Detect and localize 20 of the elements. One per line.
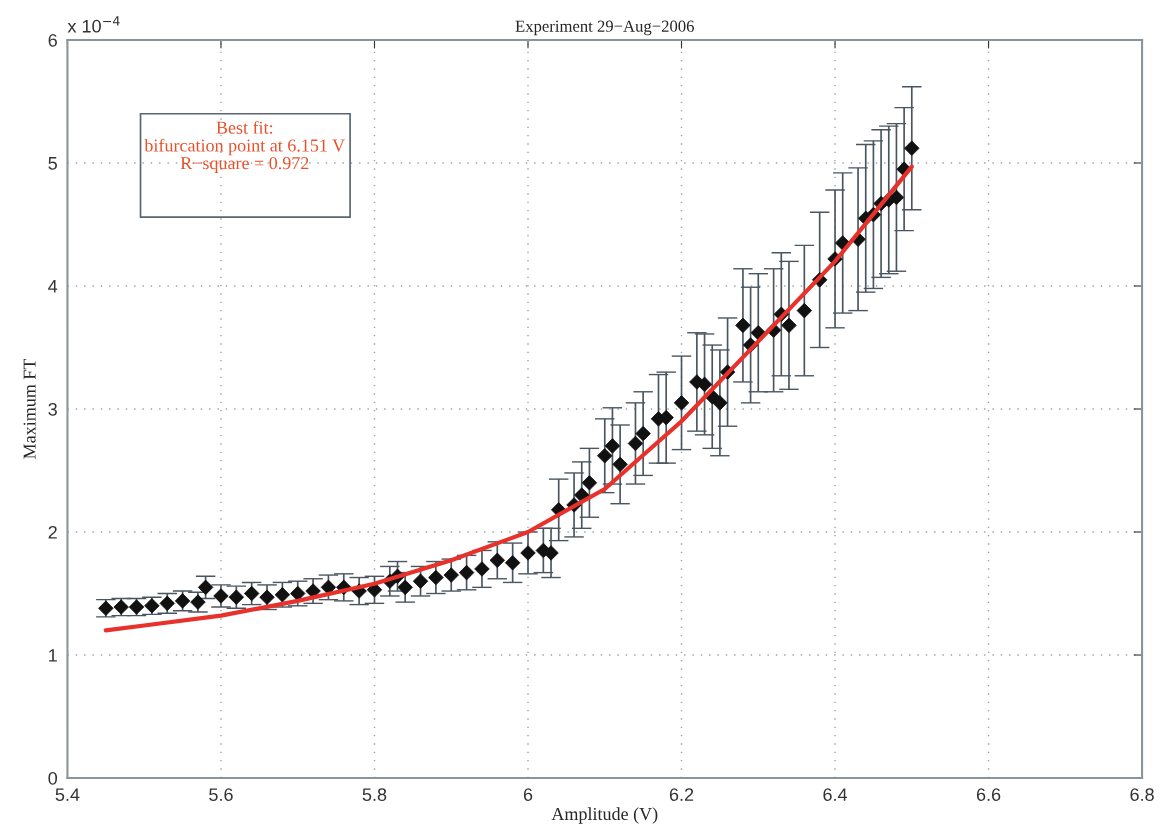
x-tick-label: 5.8 (362, 788, 387, 802)
x-tick-label: 5.4 (55, 788, 80, 802)
x-tick-label: 6.2 (669, 788, 694, 802)
y-tick-label: 0 (48, 771, 58, 785)
x-axis-title: Amplitude (V) (551, 807, 658, 824)
y-tick-label: 3 (48, 402, 57, 416)
chart-title: Experiment 29−Aug−2006 (515, 20, 694, 36)
x-tick-label: 6 (523, 788, 533, 802)
y-tick-label: 2 (48, 525, 57, 539)
x-tick-label: 6.4 (823, 788, 848, 802)
annotation: Best fit: bifurcation point at 6.151 V R−square = 0.972 (144, 120, 345, 173)
y-tick-label: 1 (49, 649, 57, 662)
y-tick-label: 6 (48, 33, 57, 47)
x-tick-label: 5.6 (209, 788, 233, 802)
y-tick-label: 5 (48, 157, 57, 170)
y-axis-title: Maximum FT (23, 358, 36, 459)
x-tick-label: 6.6 (976, 788, 1001, 802)
y-tick-label: 4 (48, 280, 58, 293)
x-tick-label: 6.8 (1130, 788, 1154, 802)
text: x 10$^{−4}$ (67, 16, 120, 33)
